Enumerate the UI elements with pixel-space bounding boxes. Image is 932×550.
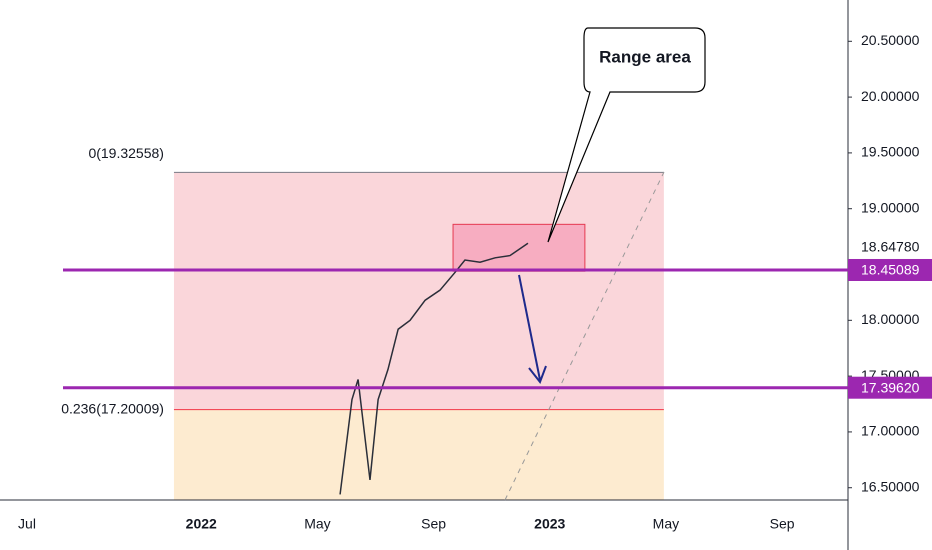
x-tick-label: 2023 — [534, 516, 565, 532]
price-tag-label: 17.39620 — [861, 379, 920, 395]
x-tick-label: Sep — [770, 516, 795, 532]
x-tick-label: 2022 — [186, 516, 217, 532]
price-line — [339, 242, 529, 495]
fib-label: 0.236(17.20009) — [61, 400, 164, 416]
x-tick-label: May — [653, 516, 679, 532]
y-tick-label: 19.50000 — [861, 144, 920, 160]
y-tick-label: 17.00000 — [861, 423, 920, 439]
price-tag-label: 18.45089 — [861, 262, 920, 278]
x-tick-label: Sep — [421, 516, 446, 532]
trend-line — [504, 171, 665, 501]
range-box — [452, 223, 586, 272]
arrow — [518, 274, 547, 385]
price-tag — [848, 258, 932, 281]
y-tick-label: 20.50000 — [861, 32, 920, 48]
fib-zone — [173, 409, 664, 500]
y-tick-label: 16.50000 — [861, 478, 920, 494]
x-tick-label: Jul — [18, 516, 36, 532]
last-price-label: 18.64780 — [861, 239, 920, 255]
y-tick-label: 20.00000 — [861, 88, 920, 104]
y-tick-label: 18.00000 — [861, 311, 920, 327]
x-tick-label: May — [304, 516, 330, 532]
callout-text: Range area — [599, 47, 691, 66]
fib-zone — [173, 172, 664, 410]
callout — [547, 27, 706, 243]
price-tag — [848, 376, 932, 399]
y-tick-label: 19.00000 — [861, 199, 920, 215]
fib-label: 0(19.32558) — [88, 145, 164, 161]
